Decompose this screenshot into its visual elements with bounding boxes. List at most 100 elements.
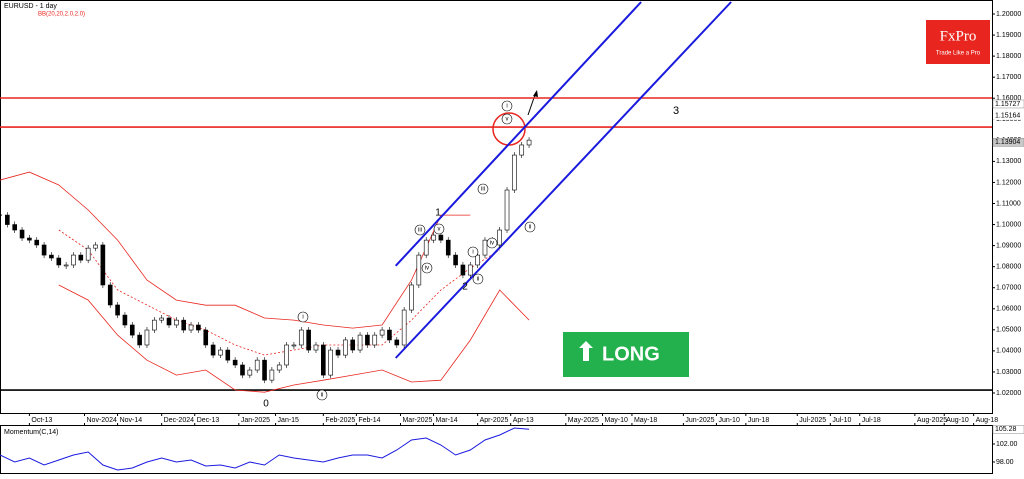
signal-text: LONG — [602, 343, 660, 365]
y-tick-label: 1.19000 — [996, 32, 1021, 39]
channel-line — [394, 1, 732, 359]
candle — [504, 189, 510, 231]
wave-label: 2 — [462, 282, 468, 293]
candle — [144, 329, 150, 346]
candle — [166, 317, 172, 326]
candle — [174, 319, 179, 326]
candle — [34, 239, 40, 246]
candle — [394, 339, 400, 346]
y-tick-label: 1.11000 — [996, 200, 1021, 207]
candle — [107, 284, 113, 306]
candle — [298, 329, 304, 346]
candle — [291, 344, 297, 347]
candle — [56, 257, 62, 266]
candle — [27, 237, 32, 241]
candle — [482, 239, 488, 256]
bollinger-band — [0, 171, 471, 329]
x-tick-label: May-2025 — [568, 417, 599, 424]
wave-label: v — [438, 227, 441, 233]
candle — [445, 239, 451, 256]
y-tick-label: 1.16000 — [996, 95, 1021, 102]
candle — [218, 349, 223, 356]
candle — [372, 334, 378, 346]
x-tick-label: Feb-2025 — [325, 417, 355, 424]
candle — [269, 369, 275, 381]
candle — [115, 304, 120, 316]
wave-label-circle — [433, 223, 445, 235]
x-tick-label: Dec-13 — [197, 417, 220, 424]
wave-label: iv — [425, 266, 429, 272]
candle — [100, 244, 106, 286]
candle — [19, 229, 25, 239]
candle — [225, 349, 231, 361]
bollinger-band — [58, 284, 530, 393]
wave-label: v — [506, 117, 509, 123]
x-tick-label: Apr-2025 — [480, 417, 509, 424]
wave-label: i — [506, 104, 507, 110]
candle — [276, 364, 282, 371]
candle — [512, 154, 517, 191]
candle — [401, 309, 407, 346]
y-tick-label: 1.06000 — [996, 306, 1021, 313]
wave-label: 1 — [435, 208, 441, 219]
wave-label-circle — [472, 273, 484, 285]
price-label: 1.13904 — [995, 139, 1020, 146]
candle — [122, 314, 128, 326]
x-tick-label: Jul-2025 — [799, 417, 826, 424]
x-tick-label: Jul-18 — [862, 417, 881, 424]
wave-label: iii — [481, 187, 485, 193]
wave-label-circle — [421, 262, 433, 274]
wave-label-circle — [524, 221, 536, 233]
x-tick-label: Jan-2025 — [241, 417, 270, 424]
candle — [409, 284, 414, 311]
candle — [5, 214, 10, 225]
x-tick-label: Apr-13 — [513, 417, 534, 424]
x-tick-label: Jan-15 — [278, 417, 300, 424]
price-label-box — [992, 138, 1024, 147]
logo-tagline: Trade Like a Pro — [936, 51, 981, 57]
candle — [423, 239, 429, 256]
candle — [71, 254, 76, 266]
candle — [129, 324, 135, 336]
x-tick-label: Jun-18 — [748, 417, 770, 424]
price-label: 105.28 — [995, 426, 1017, 433]
candle — [416, 254, 422, 286]
up-arrow-icon — [579, 341, 593, 361]
candle — [497, 229, 502, 246]
arrow-head — [533, 90, 538, 97]
logo-box — [926, 20, 990, 64]
wave-label-circle — [316, 389, 328, 401]
y-tick-label: 1.09000 — [996, 242, 1021, 249]
y-tick-label: 102.00 — [996, 441, 1018, 448]
x-tick-label: Jul-10 — [832, 417, 851, 424]
candle — [335, 349, 341, 356]
wave-label: ii — [477, 277, 480, 283]
x-tick-label: Mar-2025 — [402, 417, 432, 424]
wave-label-circle — [501, 100, 513, 112]
wave-label: iii — [418, 228, 422, 234]
y-tick-label: 1.20000 — [996, 11, 1021, 18]
wave-label: i — [472, 250, 473, 256]
candle — [203, 329, 209, 346]
candle — [247, 369, 253, 376]
candle — [387, 329, 392, 341]
y-tick-label: 1.08000 — [996, 264, 1021, 271]
momentum-title: Momentum(C,14) — [4, 429, 58, 436]
x-tick-label: Aug-2025 — [917, 417, 947, 424]
y-tick-label: 1.03000 — [996, 369, 1021, 376]
x-tick-label: Dec-2024 — [164, 417, 194, 424]
candle — [313, 344, 319, 351]
candle — [519, 144, 525, 156]
candle — [431, 234, 436, 241]
logo: FxPro Trade Like a Pro — [926, 20, 990, 64]
y-tick-label: 1.13000 — [996, 158, 1021, 165]
x-tick-label: Nov-2024 — [87, 417, 117, 424]
candle — [93, 244, 98, 249]
signal-badge: LONG — [563, 332, 689, 377]
x-tick-label: Aug-18 — [976, 417, 999, 424]
price-panel-border — [0, 0, 993, 414]
candle — [152, 319, 157, 331]
candle — [328, 349, 333, 376]
